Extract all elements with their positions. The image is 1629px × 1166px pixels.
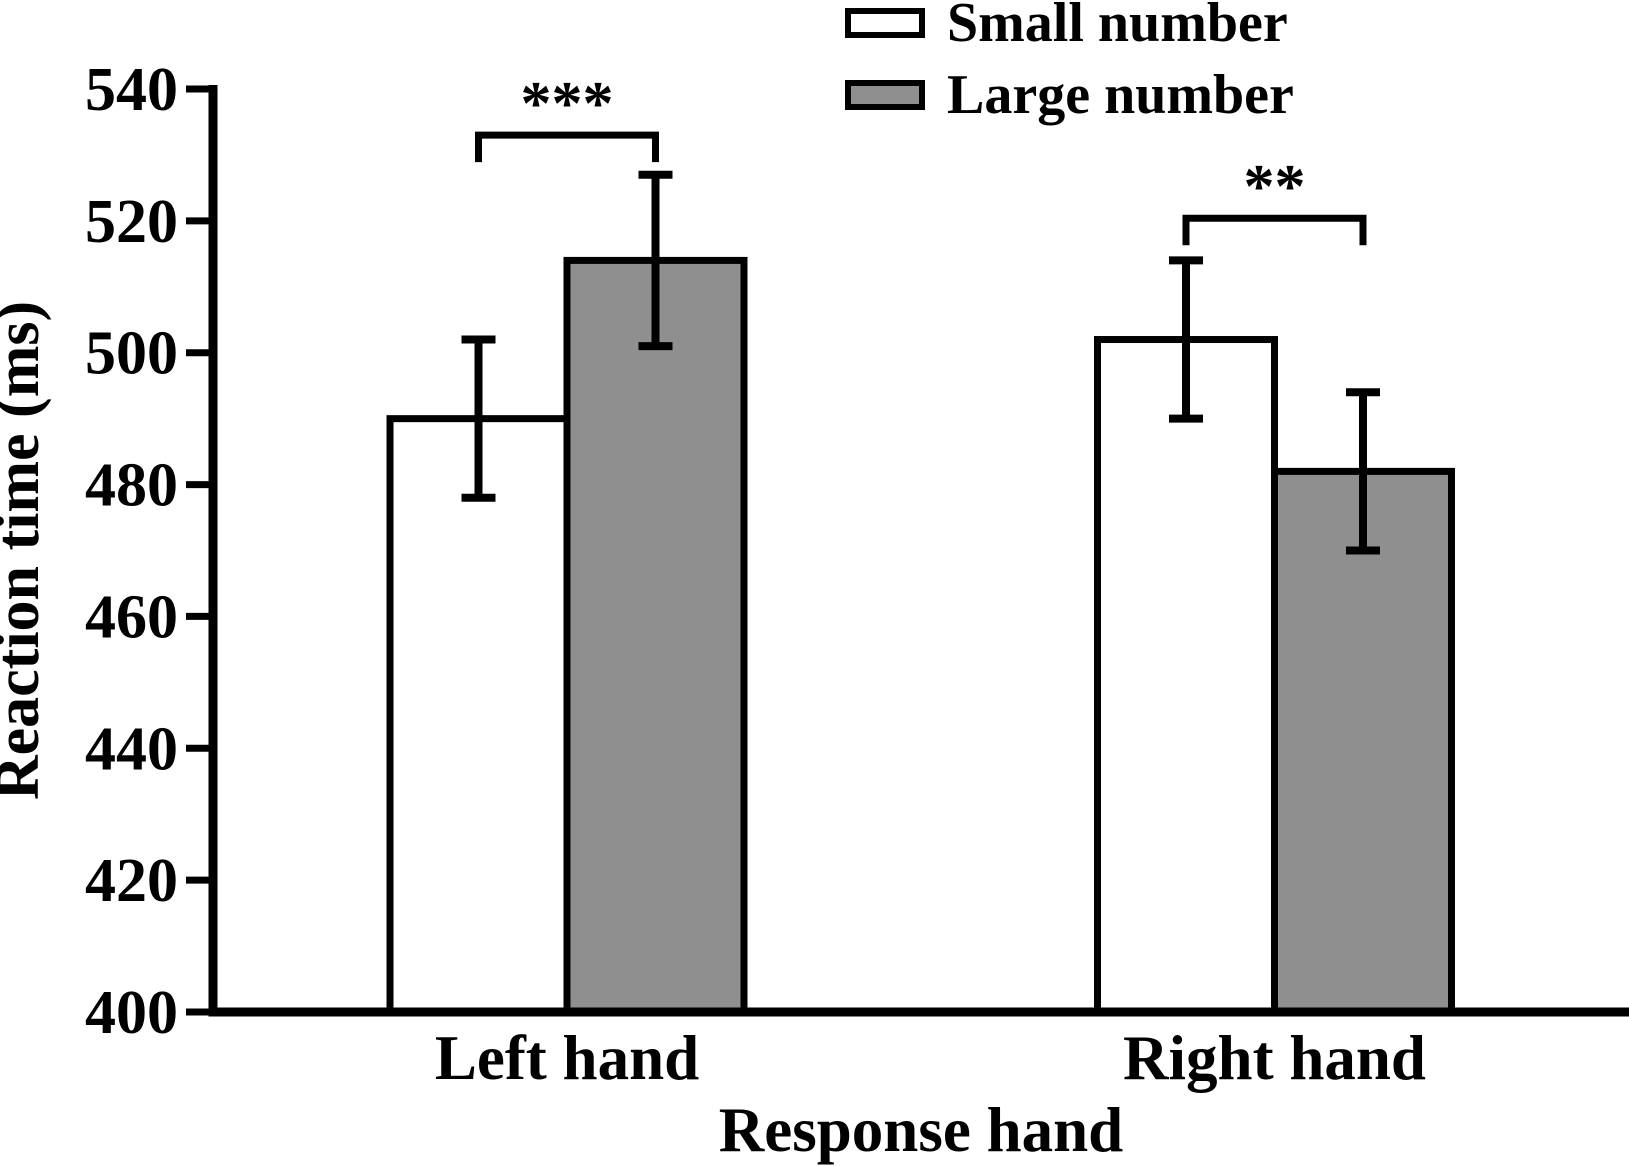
legend-item-large-number: Large number (845, 59, 1294, 131)
legend-label-large-number: Large number (947, 64, 1294, 126)
legend-swatch-small-number (845, 8, 925, 38)
significance-bracket-right-hand (1182, 214, 1367, 246)
y-tick-label-400: 400 (85, 979, 178, 1047)
y-tick-label-480: 480 (85, 452, 178, 520)
bar-right-hand-small-number (1094, 336, 1278, 1016)
y-tick-label-460: 460 (85, 583, 178, 651)
bar-left-hand-large-number (563, 256, 748, 1016)
significance-bracket-left-hand (475, 131, 659, 163)
x-category-label-right-hand: Right hand (1123, 1023, 1426, 1093)
y-tick-label-440: 440 (85, 715, 178, 783)
legend-label-small-number: Small number (947, 0, 1288, 54)
y-tick-label-540: 540 (85, 56, 178, 124)
legend-swatch-large-number (845, 80, 925, 110)
significance-label-right-hand: ** (1244, 153, 1306, 221)
legend-item-small-number: Small number (845, 0, 1294, 59)
legend: Small number Large number (845, 0, 1294, 131)
x-category-label-left-hand: Left hand (435, 1023, 699, 1093)
y-tick-label-500: 500 (85, 320, 178, 388)
y-tick-label-420: 420 (85, 847, 178, 915)
y-tick-label-520: 520 (85, 188, 178, 256)
bar-right-hand-large-number (1271, 467, 1455, 1016)
significance-label-left-hand: *** (521, 70, 614, 138)
x-axis-title: Response hand (719, 1095, 1123, 1165)
bar-left-hand-small-number (386, 415, 571, 1016)
y-axis-title: Reaction time (ms) (0, 301, 52, 800)
